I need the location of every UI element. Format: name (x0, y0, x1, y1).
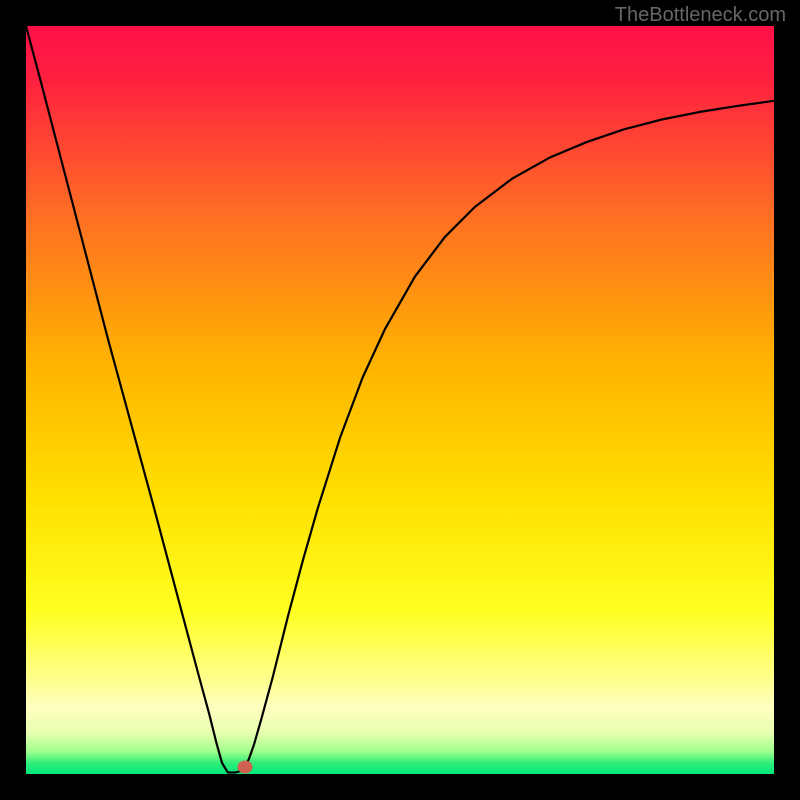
chart-plot-area (26, 26, 774, 774)
curve-polyline (26, 26, 774, 773)
bottleneck-curve (26, 26, 774, 774)
attribution-text: TheBottleneck.com (615, 4, 786, 27)
optimum-marker (238, 761, 253, 774)
